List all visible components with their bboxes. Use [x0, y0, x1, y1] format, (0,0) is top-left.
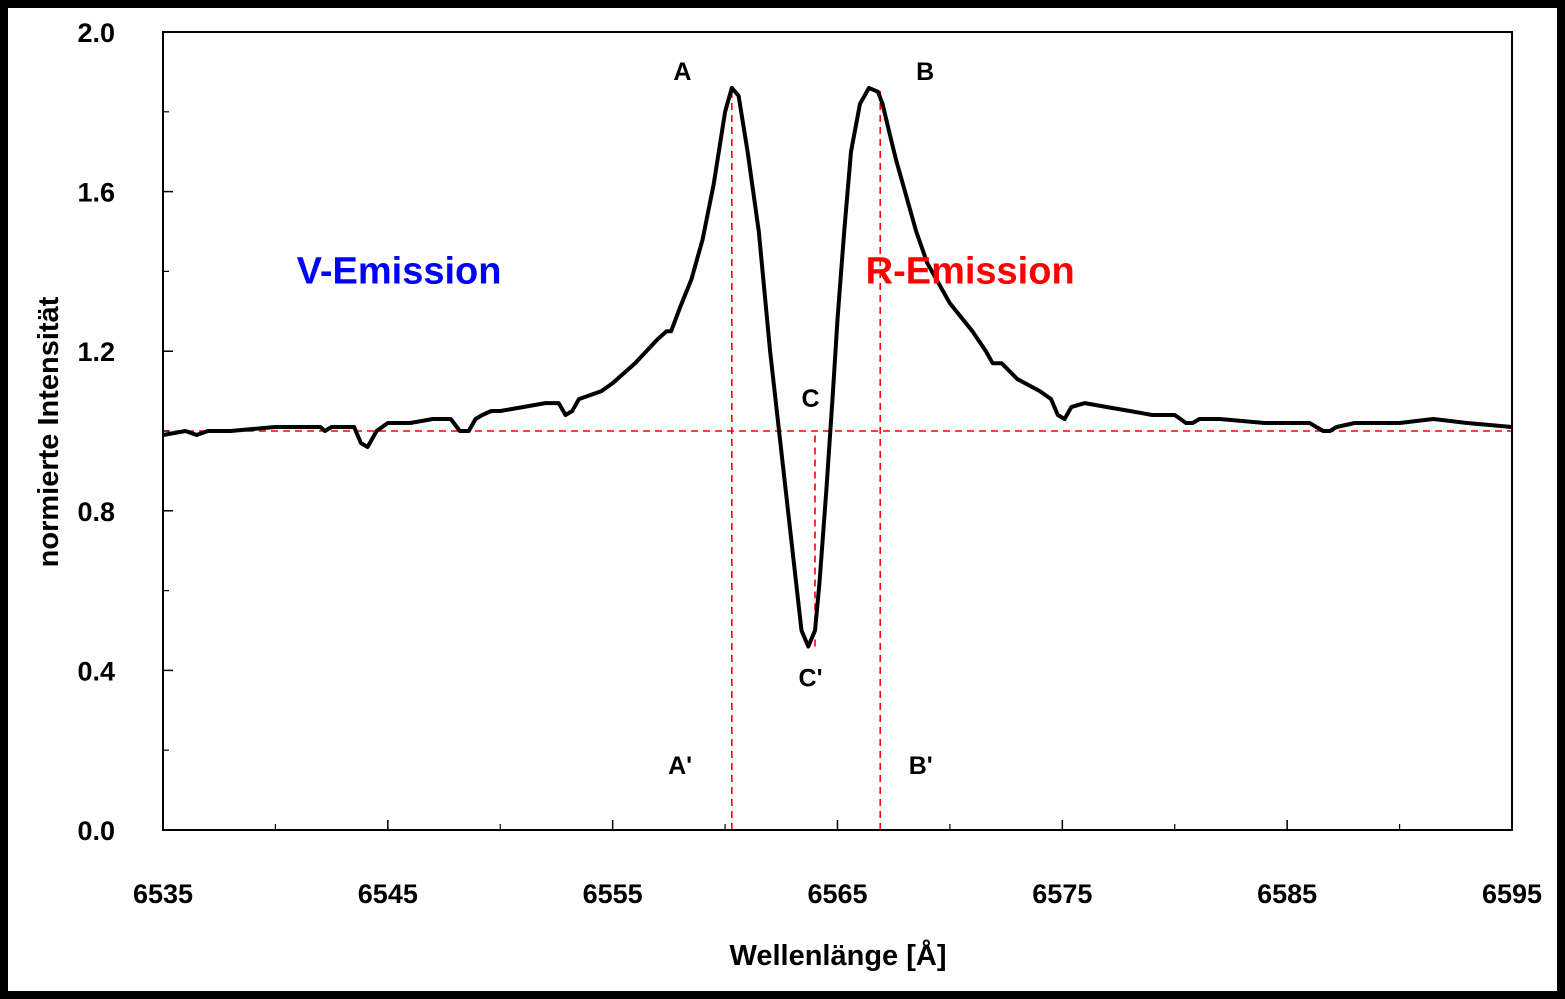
point-label: B' — [909, 752, 933, 780]
y-tick-label: 0.4 — [77, 656, 115, 686]
point-label: C — [801, 385, 819, 413]
region-label: R-Emission — [866, 250, 1075, 292]
spectrum-line — [162, 85, 1513, 649]
x-tick-label: 6545 — [358, 879, 418, 909]
x-tick-label: 6575 — [1032, 879, 1092, 909]
y-tick-label: 1.2 — [77, 337, 115, 367]
point-label: A' — [668, 752, 692, 780]
y-tick-label: 1.6 — [77, 178, 115, 208]
x-tick-label: 6535 — [133, 879, 193, 909]
region-label: V-Emission — [297, 250, 502, 292]
y-tick-label: 0.0 — [77, 816, 115, 846]
x-tick-label: 6565 — [807, 879, 867, 909]
x-axis-title: Wellenlänge [Å] — [730, 939, 947, 972]
y-axis-title: normierte Intensität — [33, 296, 65, 567]
axis-ticks: 6535 6545 6555 6565 6575 6585 6595 0.0 0.4 0.8 1.2… — [77, 18, 1542, 909]
x-tick-label: 6555 — [583, 879, 643, 909]
point-label: A — [673, 58, 691, 86]
chart-labels: A B C C' A' B' V-Emission R-Emission — [297, 58, 1075, 780]
x-tick-label: 6595 — [1482, 879, 1542, 909]
point-label: C' — [799, 664, 823, 692]
y-tick-label: 0.8 — [77, 497, 115, 527]
reference-lines — [163, 87, 1512, 830]
point-label: B — [916, 58, 934, 86]
x-tick-label: 6585 — [1257, 879, 1317, 909]
y-tick-label: 2.0 — [77, 18, 115, 48]
chart-frame — [8, 8, 1557, 991]
